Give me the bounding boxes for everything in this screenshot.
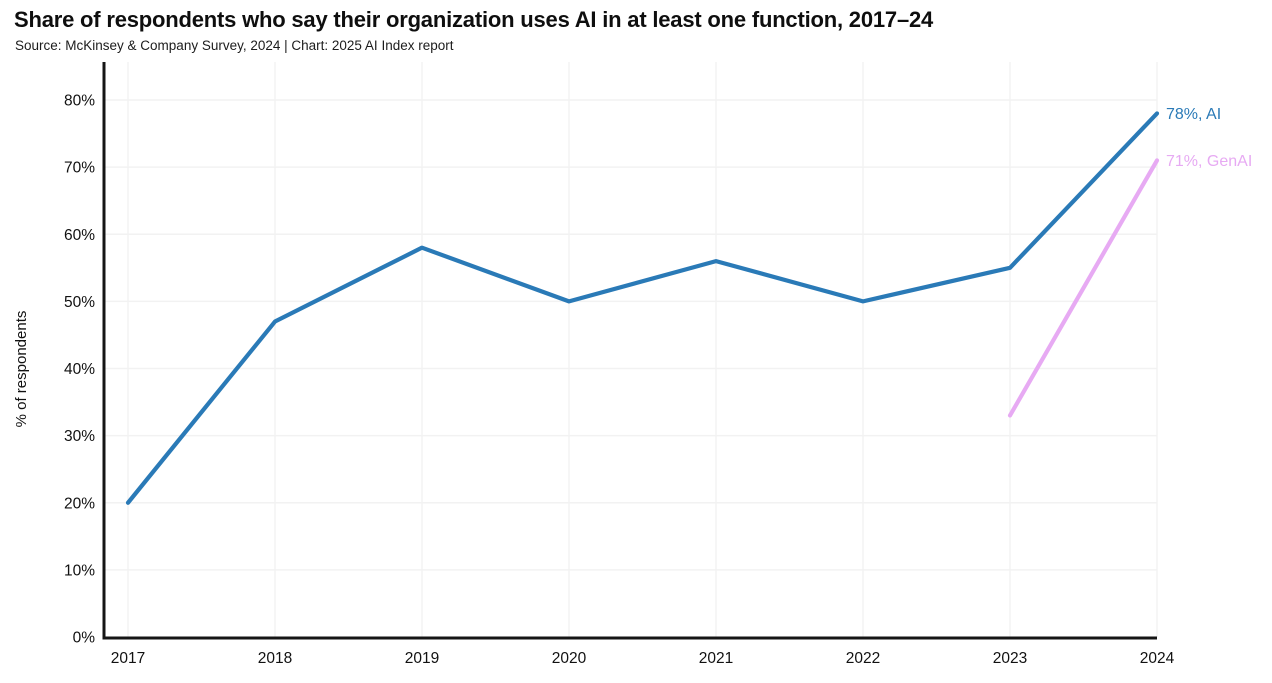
x-axis-tick-label: 2022 (846, 650, 880, 667)
y-axis-tick-label: 10% (64, 562, 95, 579)
y-axis-tick-label: 70% (64, 160, 95, 177)
chart-source-caption: Source: McKinsey & Company Survey, 2024 … (15, 38, 454, 53)
series-end-label-ai: 78%, AI (1166, 106, 1221, 123)
x-axis-tick-label: 2020 (552, 650, 587, 667)
series-line-genai (1007, 158, 1160, 418)
chart-title: Share of respondents who say their organ… (14, 7, 934, 32)
y-axis-title: % of respondents (13, 311, 30, 428)
x-axis-tick-label: 2017 (111, 650, 145, 667)
y-axis-tick-label: 40% (64, 361, 95, 378)
x-axis-tick-label: 2018 (258, 650, 292, 667)
x-axis-tick-label: 2019 (405, 650, 439, 667)
y-axis-tick-label: 20% (64, 495, 95, 512)
x-axis-tick-label: 2024 (1140, 650, 1175, 667)
y-axis-tick-label: 50% (64, 294, 95, 311)
y-axis-tick-label: 60% (64, 227, 95, 244)
x-axis-tick-label: 2021 (699, 650, 733, 667)
series-line-ai (125, 111, 1160, 505)
y-axis-tick-label: 30% (64, 428, 95, 445)
y-axis-tick-label: 0% (73, 630, 96, 647)
series-end-label-genai: 71%, GenAI (1166, 153, 1252, 170)
x-axis-tick-label: 2023 (993, 650, 1027, 667)
y-axis-tick-label: 80% (64, 93, 95, 110)
